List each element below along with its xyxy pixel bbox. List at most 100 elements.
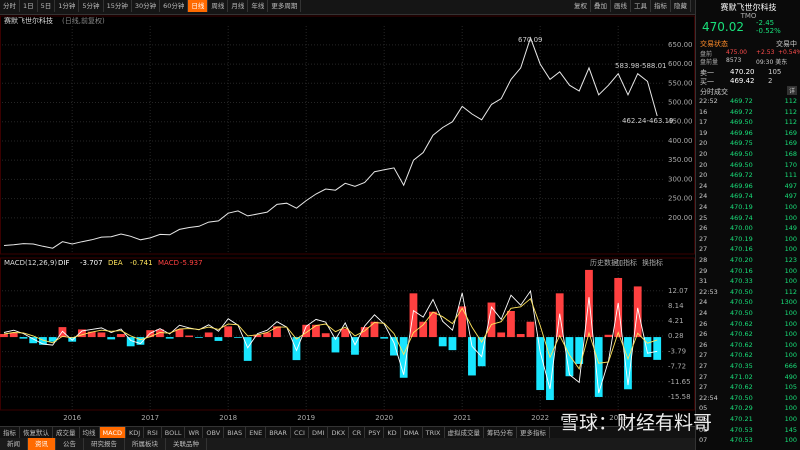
y-tick-label: -15.58	[668, 393, 691, 401]
y-tick-label: 0.28	[668, 332, 684, 340]
book-cell: 2	[768, 77, 773, 85]
period-tab[interactable]: 5日	[38, 0, 56, 12]
trade-price: 470.62	[730, 351, 753, 360]
info-tab[interactable]: 资讯	[28, 438, 56, 450]
macd-bar	[292, 337, 301, 361]
trade-time: 29	[699, 266, 708, 275]
legend-value: -0.741	[130, 259, 153, 267]
period-tab[interactable]: 30分钟	[132, 0, 161, 12]
period-tab[interactable]: 1分钟	[55, 0, 80, 12]
macd-bar	[97, 332, 106, 338]
period-tab[interactable]: 更多周期	[268, 0, 302, 12]
trade-volume: 1300	[780, 298, 797, 307]
indicator-tab[interactable]: MACD	[99, 427, 126, 439]
trade-volume: 169	[784, 128, 797, 137]
book-cell: 买一	[700, 78, 714, 86]
indicator-tab[interactable]: 指标	[0, 427, 20, 439]
legend-name: MACD	[158, 259, 179, 267]
indicator-tab[interactable]: BIAS	[224, 427, 247, 439]
macd-bar	[546, 337, 554, 401]
macd-bar	[419, 321, 428, 338]
indicator-tab[interactable]: KD	[384, 427, 401, 439]
y-tick-label: 200.00	[668, 214, 693, 222]
premarket-cell: +0.54%	[778, 49, 800, 56]
trade-price: 469.50	[730, 160, 753, 169]
trade-price: 470.00	[730, 224, 753, 233]
trade-price: 470.29	[730, 404, 753, 413]
tool-button[interactable]: 隐藏	[671, 0, 691, 12]
trade-time: 31	[699, 277, 708, 286]
indicator-tab[interactable]: CR	[349, 427, 366, 439]
watermark: 雪球：财经有料哥	[560, 412, 713, 434]
trade-volume: 123	[784, 256, 797, 264]
indicator-tab[interactable]: WR	[185, 427, 204, 439]
indicator-tab[interactable]: 虚拟成交量	[445, 427, 485, 439]
indicator-tab[interactable]: ENE	[246, 427, 267, 439]
x-tick-label: 2020	[375, 414, 393, 422]
period-tab[interactable]: 5分钟	[79, 0, 104, 12]
trade-time: 25	[699, 213, 708, 222]
tool-button[interactable]: 叠加	[591, 0, 611, 12]
info-tab[interactable]: 关联品种	[166, 438, 207, 450]
period-tab[interactable]: 15分钟	[104, 0, 132, 12]
indicator-tab[interactable]: 更多指标	[517, 427, 551, 439]
trade-volume: 112	[784, 97, 797, 105]
indicator-tab[interactable]: RSI	[144, 427, 162, 439]
trade-volume: 100	[784, 309, 797, 317]
period-tab[interactable]: 60分钟	[160, 0, 189, 12]
tool-button[interactable]: 复权	[571, 0, 591, 12]
macd-bar	[156, 329, 164, 338]
y-tick-label: 450.00	[668, 118, 693, 126]
indicator-tab[interactable]: CCI	[291, 427, 309, 439]
period-tab[interactable]: 日线	[188, 0, 209, 12]
info-tab[interactable]: 所属板块	[125, 438, 166, 450]
period-tab[interactable]: 分时	[0, 0, 20, 12]
x-tick-label: 2017	[141, 414, 159, 422]
x-tick-label: 2016	[63, 414, 81, 422]
tool-button[interactable]: 工具	[631, 0, 651, 12]
trade-price: 470.62	[730, 383, 753, 392]
period-tab[interactable]: 月线	[228, 0, 249, 12]
trades-more[interactable]: 详	[786, 86, 797, 95]
tool-button[interactable]: 指标	[651, 0, 671, 12]
indicator-tab[interactable]: KDJ	[126, 427, 145, 439]
indicator-tab[interactable]: TRIX	[423, 427, 445, 439]
indicator-tab[interactable]: PSY	[365, 427, 385, 439]
indicator-tab[interactable]: 均线	[80, 427, 100, 439]
trade-price: 469.96	[730, 128, 753, 137]
macd-bar	[468, 337, 476, 376]
indicator-tab[interactable]: 恢复默认	[20, 427, 53, 439]
trade-time: 26	[699, 319, 708, 328]
indicator-tab[interactable]: BRAR	[266, 427, 291, 439]
info-tab[interactable]: 研究报告	[84, 438, 125, 450]
indicator-tab[interactable]: OBV	[203, 427, 225, 439]
period-tab[interactable]: 1日	[20, 0, 38, 12]
macd-bar	[214, 337, 223, 341]
indicator-tab[interactable]: 成交量	[53, 427, 80, 439]
macd-bar	[351, 337, 359, 355]
indicator-tab[interactable]: DMI	[309, 427, 329, 439]
trade-price: 469.72	[730, 97, 753, 105]
trades-title: 分时成交	[700, 88, 728, 96]
tool-button[interactable]: 画线	[611, 0, 631, 12]
macd-bar	[87, 331, 96, 338]
pane-link: 加指标	[616, 258, 637, 267]
macd-bar	[575, 337, 584, 364]
period-tab[interactable]: 周线	[208, 0, 229, 12]
indicator-tab[interactable]: DMA	[401, 427, 423, 439]
trade-volume: 100	[784, 277, 797, 286]
indicator-tab[interactable]: DKX	[328, 427, 350, 439]
info-tab[interactable]: 公告	[56, 438, 84, 450]
period-tab[interactable]: 年线	[248, 0, 269, 12]
trade-volume: 100	[784, 319, 797, 328]
info-tab[interactable]: 新闻	[0, 438, 28, 450]
macd-bar	[273, 326, 281, 338]
macd-bar	[653, 337, 662, 360]
macd-bar	[321, 333, 330, 338]
macd-bar	[243, 337, 252, 361]
trade-volume: 100	[784, 404, 797, 413]
indicator-tab[interactable]: BOLL	[162, 427, 186, 439]
indicator-tab[interactable]: 筹码分布	[484, 427, 518, 439]
premarket-cell: 8573	[726, 57, 742, 64]
trade-price: 470.21	[730, 415, 753, 423]
